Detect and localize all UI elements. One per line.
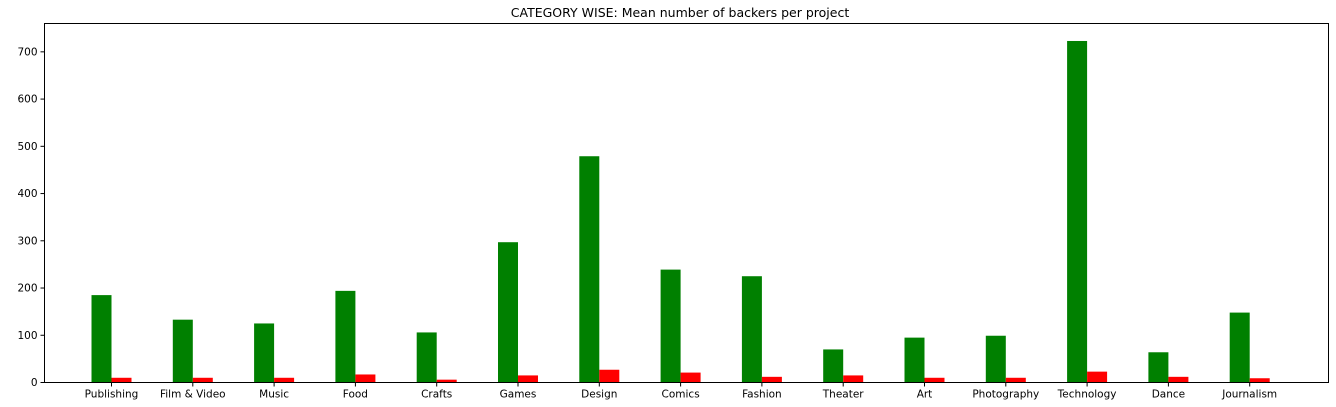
x-tick-label: Design <box>581 389 617 401</box>
bar-series-2 <box>843 375 864 383</box>
x-tick-label: Art <box>917 389 933 401</box>
bar-series-1 <box>823 349 844 383</box>
x-tick-label: Comics <box>662 389 700 401</box>
bar-series-2 <box>518 375 538 383</box>
chart-title: CATEGORY WISE: Mean number of backers pe… <box>511 5 850 20</box>
y-tick-label: 500 <box>17 141 37 153</box>
bar-series-1 <box>985 335 1006 383</box>
x-axis: Publishing Film & Video Music Food Crafts Gam… <box>85 382 1277 401</box>
y-axis: 0 100 200 300 400 500 600 700 <box>17 46 45 389</box>
bar-series-1 <box>1067 40 1088 383</box>
bar-series-1 <box>660 269 681 383</box>
x-tick-label: Food <box>343 389 368 401</box>
x-tick-label: Journalism <box>1221 389 1277 401</box>
bar-series-2 <box>355 374 376 383</box>
bar-series-2 <box>761 376 782 383</box>
x-tick-label: Technology <box>1057 389 1117 401</box>
x-tick-label: Photography <box>972 389 1039 401</box>
x-tick-label: Dance <box>1152 389 1185 401</box>
bar-series-1 <box>172 319 193 383</box>
bar-series-2 <box>274 377 295 383</box>
x-tick-label: Publishing <box>85 389 139 401</box>
y-tick-label: 700 <box>17 46 37 58</box>
bar-series-2 <box>192 377 213 383</box>
y-tick-label: 200 <box>17 283 37 295</box>
bar-series-1 <box>579 156 600 383</box>
y-tick-label: 100 <box>17 330 37 342</box>
bar-series-1 <box>416 332 437 383</box>
bar-series-1 <box>1148 352 1169 383</box>
bar-series-2 <box>924 377 945 383</box>
bar-series-2 <box>1087 371 1108 383</box>
x-tick-label: Games <box>500 389 537 401</box>
bars-group <box>91 40 1270 383</box>
bar-series-1 <box>254 323 275 383</box>
bar-series-1 <box>904 337 925 383</box>
y-tick-label: 0 <box>31 377 38 389</box>
bar-series-1 <box>91 295 112 383</box>
bar-series-2 <box>680 372 701 383</box>
x-tick-label: Theater <box>822 389 865 401</box>
y-tick-label: 600 <box>17 94 37 106</box>
y-tick-label: 400 <box>17 188 37 200</box>
bar-series-1 <box>1229 312 1250 383</box>
bar-series-1 <box>741 276 762 383</box>
x-tick-label: Film & Video <box>160 389 226 401</box>
bar-series-2 <box>599 369 620 383</box>
bar-series-2 <box>1249 378 1270 383</box>
bar-series-1 <box>335 290 356 383</box>
bar-series-2 <box>111 377 132 383</box>
x-tick-label: Fashion <box>742 389 782 401</box>
bar-series-2 <box>1168 376 1189 383</box>
bar-series-1 <box>498 242 518 383</box>
x-tick-label: Crafts <box>421 389 452 401</box>
plot-frame <box>44 23 1329 383</box>
bar-series-2 <box>436 379 457 383</box>
y-tick-label: 300 <box>17 235 37 247</box>
bar-series-2 <box>1005 377 1026 383</box>
x-tick-label: Music <box>259 389 289 401</box>
